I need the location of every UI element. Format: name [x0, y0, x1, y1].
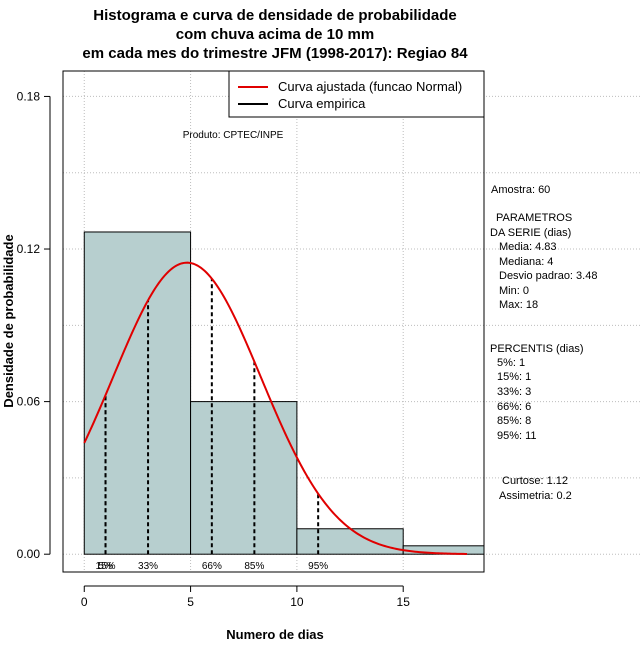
stat-line: Curtose: 1.12 [502, 475, 568, 487]
stat-line: Amostra: 60 [491, 184, 550, 196]
x-tick-label: 10 [290, 595, 304, 609]
histogram-bars [83, 231, 485, 555]
percentile-label: 95% [308, 561, 328, 572]
y-axis: 0.00 0.06 0.12 0.18 [17, 89, 51, 561]
x-axis: 0 5 10 15 [81, 585, 411, 609]
percentile-label: 33% [138, 561, 158, 572]
percentile-lines [104, 278, 320, 555]
stat-line: 66%: 6 [497, 401, 531, 413]
watermark: Produto: CPTEC/INPE [183, 130, 284, 141]
percentile-label: 66% [202, 561, 222, 572]
x-tick-label: 0 [81, 595, 88, 609]
x-tick-label: 15 [397, 595, 411, 609]
legend-label-normal: Curva ajustada (funcao Normal) [278, 79, 462, 94]
stat-line: Min: 0 [499, 285, 529, 297]
normal-curve [83, 261, 468, 555]
statistics-panel: Amostra: 60 PARAMETROS DA SERIE (dias) Medi… [490, 184, 597, 502]
x-axis-label: Numero de dias [226, 627, 324, 642]
stat-line: PERCENTIS (dias) [490, 343, 584, 355]
percentile-label: 5% [98, 561, 113, 572]
stat-line: Max: 18 [499, 299, 538, 311]
legend-box [228, 70, 485, 118]
x-tick-label: 5 [187, 595, 194, 609]
stat-line: DA SERIE (dias) [490, 227, 571, 239]
y-axis-label: Densidade de probabilidade [1, 234, 16, 407]
stat-line: 5%: 1 [497, 357, 525, 369]
stat-line: Desvio padrao: 3.48 [499, 270, 597, 282]
percentile-labels: 5%15% 33% 66% 85% 95% [96, 561, 329, 572]
stat-line: Media: 4.83 [499, 241, 556, 253]
stat-line: 95%: 11 [497, 430, 537, 442]
title-line: Histograma e curva de densidade de proba… [93, 7, 456, 24]
histogram-bar [83, 231, 192, 555]
stat-line: 85%: 8 [497, 415, 531, 427]
stat-line: Mediana: 4 [499, 256, 553, 268]
chart-title: Histograma e curva de densidade de proba… [82, 7, 468, 62]
title-line: com chuva acima de 10 mm [176, 26, 374, 43]
stat-line: 33%: 3 [497, 386, 531, 398]
percentile-label: 15% [96, 561, 116, 572]
legend-label-empirical: Curva empirica [278, 96, 366, 111]
title-line: em cada mes do trimestre JFM (1998-2017)… [82, 45, 468, 62]
y-tick-label: 0.12 [17, 242, 41, 256]
histogram-bar [190, 401, 298, 555]
stat-line: PARAMETROS [496, 212, 572, 224]
normal-curve-line [83, 261, 468, 555]
stat-line: 15%: 1 [497, 371, 531, 383]
y-tick-label: 0.06 [17, 395, 41, 409]
percentile-label: 85% [244, 561, 264, 572]
histogram-bar [296, 528, 404, 555]
legend: Curva ajustada (funcao Normal) Curva empi… [228, 70, 485, 118]
y-tick-label: 0.18 [17, 89, 41, 103]
y-tick-label: 0.00 [17, 547, 41, 561]
stat-line: Assimetria: 0.2 [499, 490, 572, 502]
